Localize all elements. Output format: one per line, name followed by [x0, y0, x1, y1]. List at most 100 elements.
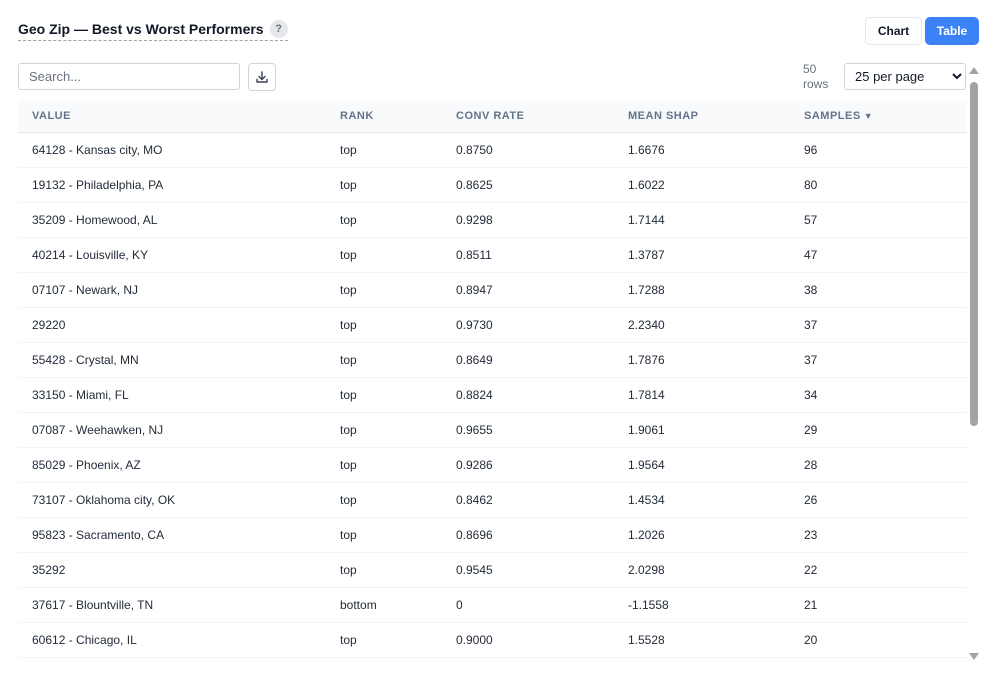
- cell-mean-shap: 1.7288: [614, 272, 790, 308]
- cell-mean-shap: 1.7144: [614, 202, 790, 238]
- sort-desc-icon: ▼: [863, 110, 874, 121]
- view-toggle: Chart Table: [865, 17, 979, 45]
- page-title-text: Geo Zip — Best vs Worst Performers: [18, 21, 264, 37]
- cell-conv-rate: 0.9545: [442, 552, 614, 588]
- cell-conv-rate: 0.8824: [442, 377, 614, 413]
- cell-conv-rate: 0.9286: [442, 447, 614, 483]
- cell-rank: top: [326, 482, 442, 518]
- cell-value: 35209 - Homewood, AL: [18, 202, 326, 238]
- cell-samples: 34: [790, 377, 967, 413]
- table-row[interactable]: 29220 top 0.9730 2.2340 37: [18, 307, 967, 343]
- cell-samples: 26: [790, 482, 967, 518]
- help-icon[interactable]: ?: [269, 20, 288, 38]
- scroll-thumb[interactable]: [970, 82, 978, 426]
- table-view-button[interactable]: Table: [925, 17, 979, 45]
- cell-samples: 22: [790, 552, 967, 588]
- cell-conv-rate: 0.9000: [442, 622, 614, 658]
- cell-samples: 20: [790, 622, 967, 658]
- cell-conv-rate: 0.8750: [442, 132, 614, 168]
- scrollbar[interactable]: [967, 64, 981, 662]
- cell-value: 07087 - Weehawken, NJ: [18, 412, 326, 448]
- table-row[interactable]: 35292 top 0.9545 2.0298 22: [18, 552, 967, 588]
- cell-rank: top: [326, 272, 442, 308]
- cell-rank: top: [326, 307, 442, 343]
- cell-rank: top: [326, 622, 442, 658]
- download-button[interactable]: [248, 63, 276, 91]
- cell-mean-shap: 2.2340: [614, 307, 790, 343]
- cell-mean-shap: 2.0298: [614, 552, 790, 588]
- table-row[interactable]: 73107 - Oklahoma city, OK top 0.8462 1.4534…: [18, 482, 967, 518]
- cell-samples: 37: [790, 307, 967, 343]
- scroll-down-arrow-icon[interactable]: [969, 653, 979, 660]
- cell-conv-rate: 0.9730: [442, 307, 614, 343]
- cell-samples: 37: [790, 342, 967, 378]
- table-row[interactable]: 64128 - Kansas city, MO top 0.8750 1.6676 96: [18, 132, 967, 168]
- download-icon: [256, 71, 268, 83]
- table-row[interactable]: 37617 - Blountville, TN bottom 0 -1.1558 21: [18, 587, 967, 623]
- per-page-select[interactable]: 10 per page25 per page50 per page100 per…: [844, 63, 966, 90]
- cell-value: 64128 - Kansas city, MO: [18, 132, 326, 168]
- cell-samples: 28: [790, 447, 967, 483]
- chart-view-button[interactable]: Chart: [865, 17, 922, 45]
- data-table: VALUE RANK CONV RATE MEAN SHAP SAMPLES ▼ …: [18, 100, 967, 658]
- cell-value: 29220: [18, 307, 326, 343]
- cell-conv-rate: 0.9298: [442, 202, 614, 238]
- cell-rank: top: [326, 342, 442, 378]
- cell-value: 95823 - Sacramento, CA: [18, 517, 326, 553]
- cell-rank: top: [326, 377, 442, 413]
- cell-mean-shap: 1.5528: [614, 622, 790, 658]
- cell-rank: top: [326, 132, 442, 168]
- cell-conv-rate: 0.8625: [442, 167, 614, 203]
- cell-mean-shap: 1.6676: [614, 132, 790, 168]
- cell-mean-shap: 1.3787: [614, 237, 790, 273]
- cell-samples: 80: [790, 167, 967, 203]
- cell-conv-rate: 0.8462: [442, 482, 614, 518]
- cell-samples: 47: [790, 237, 967, 273]
- cell-rank: top: [326, 237, 442, 273]
- table-row[interactable]: 95823 - Sacramento, CA top 0.8696 1.2026 23: [18, 517, 967, 553]
- table-row[interactable]: 85029 - Phoenix, AZ top 0.9286 1.9564 28: [18, 447, 967, 483]
- column-header-conv-rate[interactable]: CONV RATE: [442, 100, 614, 133]
- column-header-mean-shap[interactable]: MEAN SHAP: [614, 100, 790, 133]
- cell-samples: 96: [790, 132, 967, 168]
- column-header-value[interactable]: VALUE: [18, 100, 326, 133]
- table-row[interactable]: 07107 - Newark, NJ top 0.8947 1.7288 38: [18, 272, 967, 308]
- cell-value: 85029 - Phoenix, AZ: [18, 447, 326, 483]
- cell-value: 55428 - Crystal, MN: [18, 342, 326, 378]
- search-input[interactable]: [18, 63, 240, 90]
- scroll-up-arrow-icon[interactable]: [969, 67, 979, 74]
- table-row[interactable]: 35209 - Homewood, AL top 0.9298 1.7144 57: [18, 202, 967, 238]
- cell-value: 40214 - Louisville, KY: [18, 237, 326, 273]
- table-header-row: VALUE RANK CONV RATE MEAN SHAP SAMPLES ▼: [18, 100, 967, 133]
- cell-value: 60612 - Chicago, IL: [18, 622, 326, 658]
- cell-rank: top: [326, 552, 442, 588]
- cell-conv-rate: 0.8696: [442, 517, 614, 553]
- cell-rank: top: [326, 517, 442, 553]
- column-header-rank[interactable]: RANK: [326, 100, 442, 133]
- cell-mean-shap: 1.9564: [614, 447, 790, 483]
- table-row[interactable]: 07087 - Weehawken, NJ top 0.9655 1.9061 29: [18, 412, 967, 448]
- title-row: Geo Zip — Best vs Worst Performers ?: [18, 20, 288, 41]
- cell-samples: 23: [790, 517, 967, 553]
- cell-mean-shap: 1.7876: [614, 342, 790, 378]
- cell-conv-rate: 0.8947: [442, 272, 614, 308]
- table-row[interactable]: 55428 - Crystal, MN top 0.8649 1.7876 37: [18, 342, 967, 378]
- row-count: 50 rows: [803, 62, 829, 91]
- column-header-samples-label: SAMPLES: [804, 109, 861, 122]
- cell-value: 07107 - Newark, NJ: [18, 272, 326, 308]
- cell-samples: 38: [790, 272, 967, 308]
- cell-mean-shap: 1.7814: [614, 377, 790, 413]
- cell-value: 37617 - Blountville, TN: [18, 587, 326, 623]
- table-row[interactable]: 19132 - Philadelphia, PA top 0.8625 1.6022 8…: [18, 167, 967, 203]
- cell-value: 73107 - Oklahoma city, OK: [18, 482, 326, 518]
- table-row[interactable]: 60612 - Chicago, IL top 0.9000 1.5528 20: [18, 622, 967, 658]
- data-table-container: VALUE RANK CONV RATE MEAN SHAP SAMPLES ▼ …: [18, 100, 967, 663]
- table-row[interactable]: 40214 - Louisville, KY top 0.8511 1.3787 47: [18, 237, 967, 273]
- cell-conv-rate: 0.9655: [442, 412, 614, 448]
- column-header-samples[interactable]: SAMPLES ▼: [790, 100, 967, 133]
- cell-rank: top: [326, 447, 442, 483]
- cell-conv-rate: 0.8649: [442, 342, 614, 378]
- table-row[interactable]: 33150 - Miami, FL top 0.8824 1.7814 34: [18, 377, 967, 413]
- cell-rank: top: [326, 412, 442, 448]
- cell-rank: top: [326, 202, 442, 238]
